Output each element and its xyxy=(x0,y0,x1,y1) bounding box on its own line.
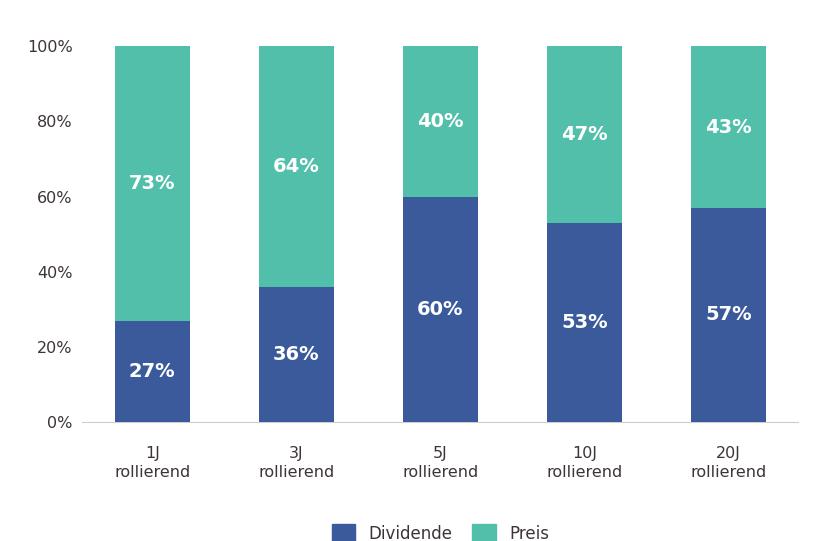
Text: 40%: 40% xyxy=(417,112,463,131)
Bar xyxy=(259,287,334,422)
Text: 64%: 64% xyxy=(273,157,319,176)
Text: 53%: 53% xyxy=(561,313,607,332)
Text: 36%: 36% xyxy=(273,345,319,364)
Bar xyxy=(690,47,765,208)
Bar xyxy=(259,47,334,287)
Text: 57%: 57% xyxy=(705,306,751,325)
Text: 3J: 3J xyxy=(289,446,304,461)
Bar xyxy=(403,47,477,196)
Text: 60%: 60% xyxy=(417,300,463,319)
Bar xyxy=(546,223,621,422)
Bar xyxy=(546,47,621,223)
Text: 43%: 43% xyxy=(705,117,751,136)
Text: 20J: 20J xyxy=(716,446,741,461)
Bar xyxy=(115,47,190,320)
Bar xyxy=(403,196,477,422)
Text: 1J: 1J xyxy=(145,446,160,461)
Text: 10J: 10J xyxy=(572,446,597,461)
Bar xyxy=(115,320,190,422)
Bar xyxy=(690,208,765,422)
Text: 47%: 47% xyxy=(561,125,607,144)
Text: rollierend: rollierend xyxy=(258,465,334,480)
Text: rollierend: rollierend xyxy=(114,465,190,480)
Legend: Dividende, Preis: Dividende, Preis xyxy=(332,524,549,541)
Text: 5J: 5J xyxy=(433,446,448,461)
Text: rollierend: rollierend xyxy=(402,465,478,480)
Text: rollierend: rollierend xyxy=(546,465,622,480)
Text: rollierend: rollierend xyxy=(690,465,766,480)
Text: 27%: 27% xyxy=(129,362,175,381)
Text: 73%: 73% xyxy=(129,174,175,193)
